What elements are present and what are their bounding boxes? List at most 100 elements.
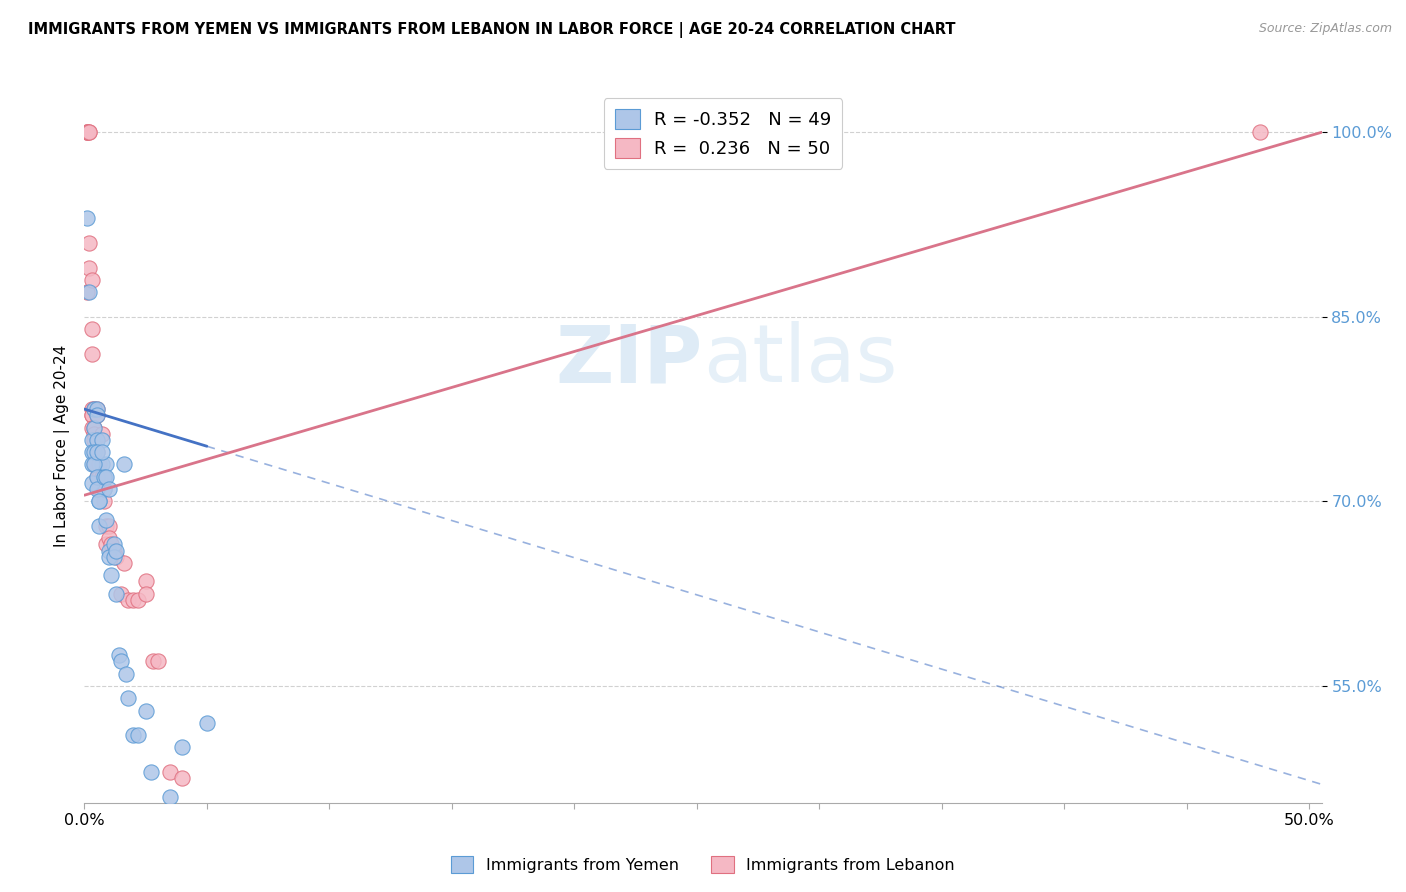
Point <box>87 482 110 496</box>
Point <box>80 420 103 434</box>
Point <box>86 469 108 483</box>
Point <box>80 273 103 287</box>
Point <box>159 765 181 780</box>
Point <box>90 445 112 459</box>
Point <box>172 771 194 785</box>
Point <box>80 458 103 472</box>
Point <box>100 568 122 582</box>
Point <box>93 482 115 496</box>
Point <box>97 519 120 533</box>
Point <box>96 469 118 483</box>
Point <box>83 458 105 472</box>
Point <box>159 789 181 804</box>
Point <box>87 519 110 533</box>
Point <box>112 458 135 472</box>
Point <box>80 322 103 336</box>
Point <box>93 482 115 496</box>
Point <box>122 592 145 607</box>
Point <box>80 445 103 459</box>
Point <box>1249 125 1271 139</box>
Point <box>86 402 108 417</box>
Point <box>86 409 108 423</box>
Point <box>86 409 108 423</box>
Point <box>86 445 108 459</box>
Point <box>135 587 157 601</box>
Point <box>83 420 105 434</box>
Point <box>83 402 105 417</box>
Point <box>103 543 125 558</box>
Point <box>77 235 100 250</box>
Point <box>112 556 135 570</box>
Point <box>86 482 108 496</box>
Point <box>76 125 98 139</box>
Point <box>83 458 105 472</box>
Point <box>86 445 108 459</box>
Point <box>115 666 138 681</box>
Point <box>135 704 157 718</box>
Point <box>96 537 118 551</box>
Point <box>103 537 125 551</box>
Point <box>97 549 120 564</box>
Point <box>100 537 122 551</box>
Point <box>87 494 110 508</box>
Point <box>103 549 125 564</box>
Point <box>195 715 218 730</box>
Point <box>86 402 108 417</box>
Point <box>83 426 105 441</box>
Point <box>80 433 103 447</box>
Y-axis label: In Labor Force | Age 20-24: In Labor Force | Age 20-24 <box>55 345 70 547</box>
Point <box>80 402 103 417</box>
Point <box>105 549 128 564</box>
Point <box>87 469 110 483</box>
Text: ZIP: ZIP <box>555 321 703 400</box>
Point <box>96 519 118 533</box>
Point <box>83 433 105 447</box>
Point <box>146 654 169 668</box>
Point <box>77 125 100 139</box>
Point <box>93 469 115 483</box>
Point <box>93 494 115 508</box>
Point <box>97 543 120 558</box>
Point <box>96 513 118 527</box>
Point <box>139 765 162 780</box>
Point <box>90 469 112 483</box>
Text: Source: ZipAtlas.com: Source: ZipAtlas.com <box>1258 22 1392 36</box>
Point <box>135 574 157 589</box>
Point <box>127 728 149 742</box>
Point <box>105 587 128 601</box>
Point <box>90 426 112 441</box>
Point <box>90 433 112 447</box>
Point <box>83 445 105 459</box>
Point <box>93 469 115 483</box>
Point <box>77 260 100 275</box>
Point <box>110 587 132 601</box>
Legend: R = -0.352   N = 49, R =  0.236   N = 50: R = -0.352 N = 49, R = 0.236 N = 50 <box>603 98 842 169</box>
Point <box>208 814 231 829</box>
Point <box>86 433 108 447</box>
Point <box>107 648 129 662</box>
Point <box>76 125 98 139</box>
Point <box>90 458 112 472</box>
Point <box>86 469 108 483</box>
Point <box>80 347 103 361</box>
Point <box>122 728 145 742</box>
Point <box>172 740 194 755</box>
Point <box>127 592 149 607</box>
Point <box>87 458 110 472</box>
Point <box>80 409 103 423</box>
Point <box>83 420 105 434</box>
Point <box>76 285 98 300</box>
Point <box>77 285 100 300</box>
Point <box>87 494 110 508</box>
Point <box>142 654 165 668</box>
Text: IMMIGRANTS FROM YEMEN VS IMMIGRANTS FROM LEBANON IN LABOR FORCE | AGE 20-24 CORR: IMMIGRANTS FROM YEMEN VS IMMIGRANTS FROM… <box>28 22 956 38</box>
Point <box>80 475 103 490</box>
Point <box>77 125 100 139</box>
Point <box>97 482 120 496</box>
Legend: Immigrants from Yemen, Immigrants from Lebanon: Immigrants from Yemen, Immigrants from L… <box>444 849 962 880</box>
Point <box>76 211 98 226</box>
Point <box>80 409 103 423</box>
Point <box>117 592 139 607</box>
Point <box>83 402 105 417</box>
Point <box>117 691 139 706</box>
